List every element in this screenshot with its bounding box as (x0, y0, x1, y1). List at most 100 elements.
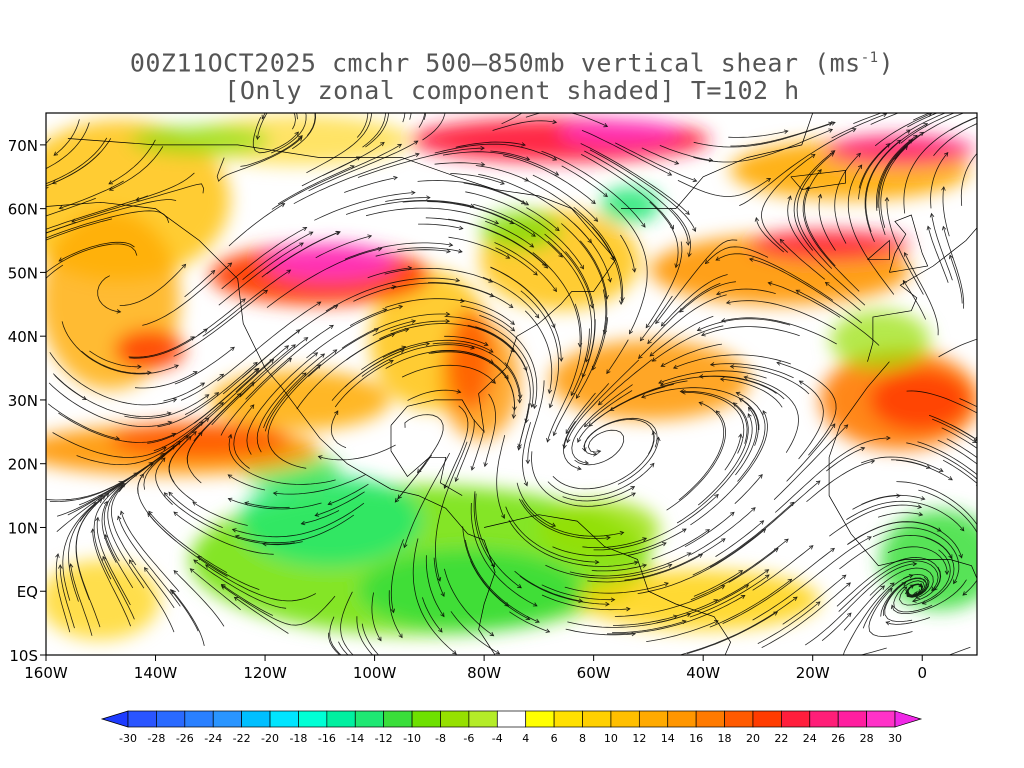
streamline (455, 419, 475, 482)
streamline-arrow (398, 633, 403, 639)
streamline-arrow (332, 349, 338, 354)
streamline-arrow (903, 251, 909, 257)
streamline (612, 620, 687, 634)
streamline (508, 519, 638, 567)
streamline (391, 282, 494, 297)
streamline (518, 498, 611, 540)
streamline-arrow (591, 199, 596, 205)
streamline-arrow (334, 410, 339, 416)
streamline-arrow (500, 180, 505, 185)
streamline (341, 313, 450, 349)
streamline-arrow (551, 522, 557, 527)
streamline-arrow (58, 564, 63, 569)
streamline-arrow (280, 203, 286, 208)
streamline (46, 243, 138, 274)
streamline (232, 502, 365, 538)
streamline (328, 483, 369, 505)
x-axis: 160W 140W 120W 100W 80W 60W 40W 20W 0 (24, 655, 927, 682)
streamline (120, 511, 180, 592)
colorbar-swatch (468, 710, 498, 728)
streamline-arrow (698, 374, 704, 379)
colorbar-label: -18 (289, 732, 307, 745)
streamline (761, 154, 816, 253)
streamline-arrow (547, 389, 553, 395)
streamline-arrow (143, 567, 149, 572)
streamline (730, 366, 810, 395)
streamline (256, 353, 325, 453)
streamline-arrow (546, 437, 551, 443)
streamline (937, 439, 977, 465)
streamline (242, 231, 313, 281)
streamline (301, 510, 340, 525)
streamline-arrow (996, 98, 1000, 102)
streamline-arrow (494, 220, 500, 225)
streamline-arrow (128, 559, 134, 564)
streamline (277, 165, 355, 205)
streamline (433, 557, 445, 597)
streamline-arrow (272, 491, 278, 496)
map-title: 00Z11OCT2025 cmchr 500–850mb vertical sh… (0, 44, 1024, 105)
colorbar-label: -6 (463, 732, 474, 745)
streamline-arrow (533, 271, 538, 276)
streamline (904, 252, 939, 336)
streamline (505, 506, 599, 563)
streamline (514, 570, 583, 602)
streamline (418, 223, 463, 229)
streamline-arrow (787, 195, 792, 200)
streamline-arrow (856, 152, 861, 158)
streamline (574, 429, 625, 466)
streamline-arrow (953, 579, 958, 585)
streamline-arrow (918, 582, 924, 588)
streamline (168, 436, 192, 483)
streamline (880, 145, 908, 228)
streamline (933, 123, 977, 157)
streamline (739, 398, 759, 446)
streamline (218, 242, 304, 306)
streamline-arrow (593, 217, 599, 222)
streamline-arrow (517, 399, 522, 404)
streamline (641, 147, 679, 165)
streamline (541, 150, 646, 228)
streamline-arrow (233, 596, 239, 601)
streamline (869, 567, 934, 599)
streamline (547, 463, 655, 497)
streamline (190, 568, 241, 611)
streamline (518, 410, 529, 450)
streamline (865, 123, 928, 232)
streamline (357, 147, 485, 178)
streamline (192, 501, 248, 526)
streamline-arrow (411, 190, 416, 196)
streamline (716, 288, 776, 295)
streamline-arrow (119, 510, 125, 516)
streamline (349, 308, 387, 326)
streamline (907, 113, 938, 128)
streamline (927, 226, 949, 283)
streamline (649, 201, 679, 268)
streamline-arrow (917, 504, 923, 509)
streamline-arrow (456, 389, 462, 394)
streamline-arrow (401, 345, 407, 350)
streamline (640, 295, 673, 341)
streamline-arrow (524, 201, 530, 206)
streamline-arrow (41, 239, 45, 243)
coastline (867, 239, 890, 261)
streamline (330, 410, 347, 449)
streamline-arrow (448, 242, 454, 247)
streamline (584, 390, 633, 427)
streamline (541, 594, 630, 611)
streamline (655, 239, 738, 324)
streamline (478, 174, 592, 243)
streamline (610, 203, 648, 334)
coastline (484, 514, 731, 655)
colorbar-swatch (866, 710, 896, 728)
colorbar-label: 4 (522, 732, 529, 745)
streamline-arrow (658, 379, 663, 384)
streamline (917, 441, 977, 476)
streamline-arrow (361, 86, 365, 90)
streamline-arrow (171, 589, 176, 595)
streamline (244, 502, 290, 508)
streamline-arrow (920, 496, 926, 501)
streamline-arrow (830, 150, 836, 155)
colorbar-swatch (496, 710, 527, 728)
streamline-arrow (925, 464, 931, 469)
